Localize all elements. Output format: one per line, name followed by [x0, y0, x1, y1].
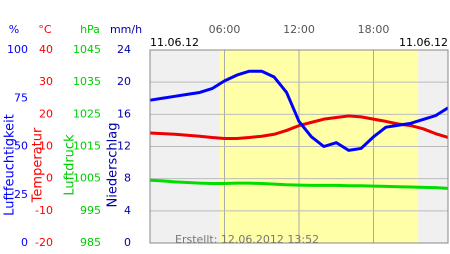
date-right: 11.06.12 — [399, 36, 448, 49]
data-line — [149, 178, 449, 190]
axis-title: Luftdruck — [63, 134, 78, 196]
y-tick-label: 20 — [39, 107, 53, 120]
y-tick-label: 75 — [14, 91, 28, 104]
y-tick-label: 30 — [39, 75, 53, 88]
axis-unit: °C — [38, 23, 52, 36]
y-tick-label: 24 — [117, 43, 131, 56]
y-tick-label: 40 — [39, 43, 53, 56]
axis-title: Niederschlag — [106, 123, 121, 208]
axis-title: Luftfeuchtigkeit — [3, 114, 18, 216]
y-tick-label: 985 — [80, 236, 101, 249]
y-tick-label: 16 — [117, 107, 131, 120]
y-tick-label: 50 — [14, 140, 28, 153]
x-tick-label: 06:00 — [209, 23, 241, 36]
y-tick-label: -20 — [35, 236, 53, 249]
x-tick-label: 18:00 — [358, 23, 390, 36]
data-line — [149, 69, 449, 152]
y-tick-label: 0 — [124, 236, 131, 249]
y-tick-label: 995 — [80, 204, 101, 217]
y-tick-label: 1015 — [73, 140, 101, 153]
y-tick-label: 100 — [7, 43, 28, 56]
y-tick-label: 20 — [117, 75, 131, 88]
axis-title: Temperatur — [31, 127, 46, 203]
y-tick-label: 4 — [124, 204, 131, 217]
plot-border — [149, 49, 449, 244]
y-tick-label: 1045 — [73, 43, 101, 56]
x-tick-label: 12:00 — [283, 23, 315, 36]
y-tick-label: 12 — [117, 140, 131, 153]
y-tick-label: 1035 — [73, 75, 101, 88]
axis-unit: mm/h — [110, 23, 142, 36]
y-tick-label: 0 — [46, 172, 53, 185]
y-tick-label: 25 — [14, 188, 28, 201]
y-tick-label: 10 — [39, 140, 53, 153]
axis-unit: hPa — [80, 23, 100, 36]
y-tick-label: 1005 — [73, 172, 101, 185]
y-tick-label: 0 — [21, 236, 28, 249]
y-tick-label: -10 — [35, 204, 53, 217]
date-left: 11.06.12 — [150, 36, 199, 49]
footer: Erstellt: 12.06.2012 13:52 — [175, 233, 319, 246]
y-tick-label: 8 — [124, 172, 131, 185]
y-tick-label: 1025 — [73, 107, 101, 120]
axis-unit: % — [9, 23, 19, 36]
